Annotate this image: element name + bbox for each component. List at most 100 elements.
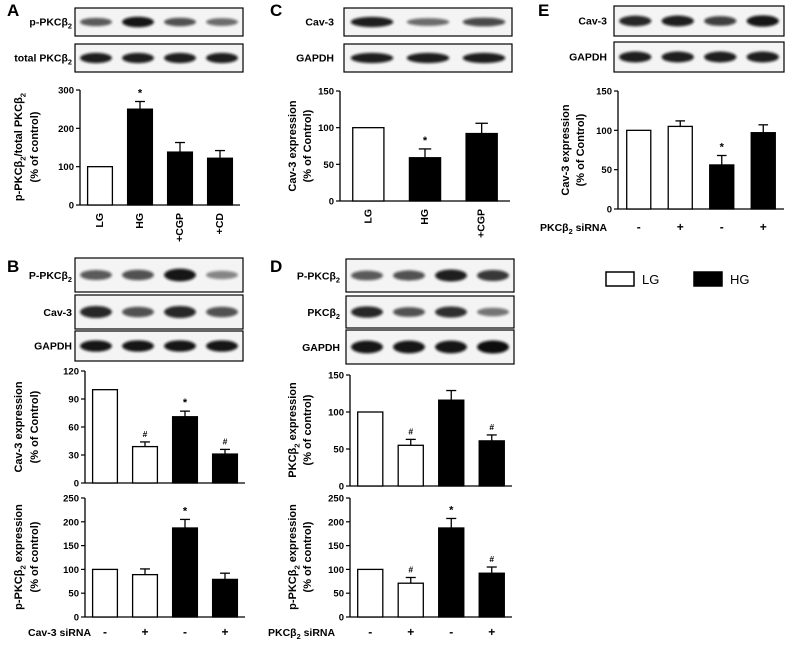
y-tick-label: 150: [328, 541, 344, 552]
blot-band: [206, 270, 238, 280]
blot-band: [661, 15, 694, 27]
blot-band: [206, 52, 238, 64]
blot-band: [393, 307, 425, 317]
significance-mark: #: [408, 426, 413, 436]
y-tick-label: 100: [58, 162, 74, 173]
sirna-sign: -: [720, 220, 724, 234]
y-tick-label: 100: [596, 126, 612, 137]
x-tick-label: LG: [362, 209, 374, 224]
y-axis-label: PKCβ2 expression: [287, 382, 301, 478]
significance-mark: *: [423, 135, 428, 147]
western-blot-strip: total PKCβ2: [14, 43, 244, 73]
western-blot-strip: GAPDH: [296, 43, 513, 73]
western-blot-strip: GAPDH: [34, 330, 244, 362]
bar-HG: [126, 108, 154, 206]
blot-band: [351, 306, 383, 318]
y-tick-label: 0: [74, 613, 79, 624]
bar-+: [397, 444, 424, 487]
blot-band: [746, 15, 779, 27]
y-axis-label: p-PKCβ2 expression: [287, 504, 301, 610]
y-tick-label: 0: [339, 613, 344, 624]
y-axis-label: (% of control): [29, 111, 41, 182]
blot-band: [477, 269, 509, 282]
blot-band: [80, 17, 112, 27]
bar-+: [750, 132, 776, 210]
blot-band: [206, 306, 238, 318]
blot-band: [704, 51, 737, 63]
blot-band: [406, 18, 450, 26]
bar-LG: [86, 166, 114, 206]
sirna-sign: -: [637, 220, 641, 234]
x-tick-label: +CGP: [174, 213, 186, 242]
western-blot-strip: GAPDH: [569, 41, 785, 73]
x-tick-label: HG: [134, 213, 146, 229]
y-tick-label: 0: [339, 482, 344, 493]
bar--: [709, 164, 735, 210]
blot-band: [164, 305, 196, 319]
y-tick-label: 50: [333, 589, 344, 600]
significance-mark: #: [489, 554, 494, 564]
blot-band: [462, 17, 506, 27]
bar-+CGP: [166, 151, 194, 206]
chart-B-top: 0 30 60 90 120 # * #: [63, 367, 245, 490]
y-tick-label: 90: [68, 395, 79, 406]
significance-mark: *: [138, 88, 143, 100]
blot-band: [661, 51, 694, 63]
blot-band: [350, 16, 394, 28]
blot-band: [122, 52, 154, 64]
blot-band: [206, 18, 238, 26]
y-axis-label: (% of control): [302, 394, 314, 465]
bar-+: [211, 578, 239, 618]
sirna-sign: -: [183, 625, 187, 639]
x-tick-label: +CD: [214, 213, 226, 235]
blot-label: PKCβ2: [307, 307, 340, 321]
x-tick-label: LG: [94, 213, 106, 228]
blot-band: [164, 52, 196, 64]
bar--: [626, 129, 652, 210]
bar--: [438, 527, 465, 618]
y-tick-label: 150: [318, 87, 334, 98]
y-axis-label: Cav-3 expression: [13, 381, 25, 472]
bar-LG: [352, 127, 385, 202]
blot-band: [435, 269, 467, 282]
y-tick-label: 120: [63, 367, 79, 378]
significance-mark: #: [223, 436, 228, 446]
bar-+CGP: [465, 132, 498, 202]
blot-label: GAPDH: [34, 341, 72, 353]
blot-label: GAPDH: [569, 52, 607, 64]
blot-band: [619, 15, 652, 27]
blot-band: [351, 340, 383, 354]
significance-mark: #: [143, 429, 148, 439]
legend-swatch-LG: [605, 271, 635, 287]
blot-band: [206, 340, 238, 352]
blot-label: P-PKCβ2: [297, 270, 340, 284]
significance-mark: *: [183, 505, 188, 517]
y-tick-label: 300: [58, 86, 74, 97]
western-blot-strip: Cav-3: [305, 7, 513, 37]
western-blot-strip: p-PKCβ2: [29, 7, 244, 37]
bar-+: [667, 125, 693, 210]
y-tick-label: 150: [328, 371, 344, 382]
blot-label: Cav-3: [43, 307, 72, 319]
blot-band: [477, 307, 509, 317]
chart-C: 0 50 100 150 * LG HG +CGP: [318, 87, 510, 238]
significance-mark: #: [489, 422, 494, 432]
blot-band: [393, 340, 425, 354]
bar-+: [211, 453, 239, 484]
y-tick-label: 150: [63, 541, 79, 552]
blot-label: GAPDH: [296, 52, 334, 64]
bar-+: [131, 573, 159, 618]
panel-letter-B: B: [7, 257, 19, 276]
blot-band: [122, 16, 154, 28]
western-blot-strip: P-PKCβ2: [297, 258, 515, 293]
x-tick-label: +CGP: [476, 209, 488, 238]
blot-band: [164, 340, 196, 352]
blot-band: [351, 270, 383, 281]
y-tick-label: 0: [607, 205, 612, 216]
legend-label: LG: [642, 272, 659, 287]
western-blot-strip: GAPDH: [302, 329, 515, 365]
y-tick-label: 50: [333, 445, 344, 456]
sirna-label: Cav-3 siRNA: [28, 627, 91, 639]
y-tick-label: 200: [58, 124, 74, 135]
